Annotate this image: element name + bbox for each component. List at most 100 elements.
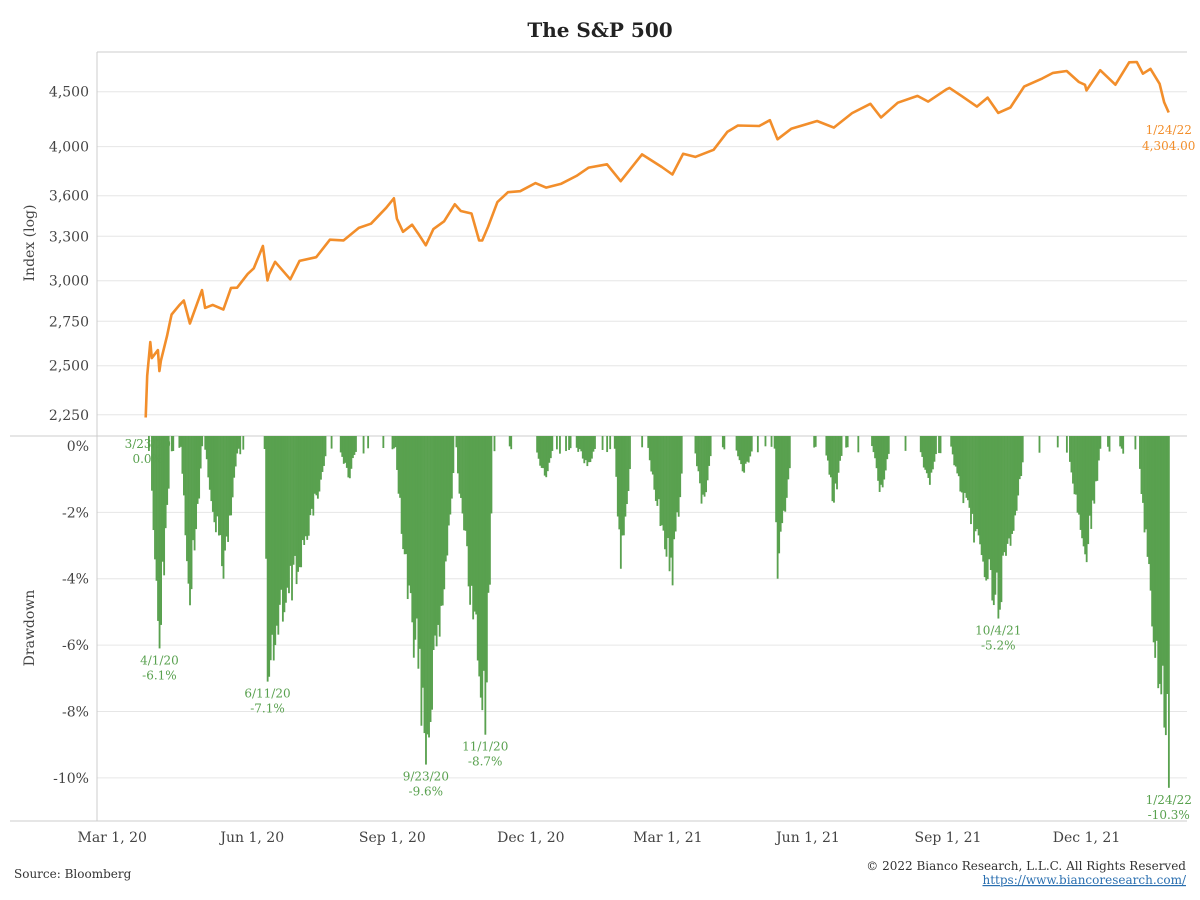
- drawdown-bar: [839, 436, 841, 461]
- drawdown-bar: [1158, 436, 1161, 684]
- drawdown-bar: [306, 436, 309, 540]
- drawdown-bar: [982, 436, 985, 562]
- drawdown-bar: [1122, 436, 1125, 454]
- drawdown-bar: [664, 436, 666, 550]
- drawdown-bar: [747, 436, 750, 463]
- drawdown-bar: [933, 436, 936, 462]
- drawdown-bar: [190, 436, 193, 590]
- drawdown-annotation-date: 1/24/22: [1146, 793, 1192, 807]
- drawdown-bar: [1161, 436, 1164, 666]
- drawdown-bar: [467, 436, 470, 587]
- drawdown-bar: [487, 436, 490, 593]
- drawdown-bar: [196, 436, 199, 504]
- drawdown-bar: [1140, 436, 1143, 494]
- drawdown-bar: [484, 436, 487, 735]
- drawdown-bar: [662, 436, 665, 531]
- drawdown-bar: [974, 436, 977, 532]
- drawdown-bar: [1011, 436, 1013, 534]
- drawdown-bar: [668, 436, 671, 572]
- drawdown-bar: [425, 436, 427, 765]
- price-y-tick-label: 2,250: [49, 408, 89, 424]
- drawdown-bar: [785, 436, 788, 498]
- drawdown-bar: [545, 436, 548, 478]
- drawdown-bar: [367, 436, 370, 449]
- drawdown-bar: [464, 436, 467, 531]
- drawdown-bar: [265, 436, 268, 559]
- drawdown-bar: [569, 436, 572, 449]
- drawdown-bar: [1143, 436, 1146, 533]
- drawdown-bar: [997, 436, 1000, 619]
- drawdown-bar: [1096, 436, 1099, 481]
- drawdown-bar: [330, 436, 333, 449]
- drawdown-bar: [970, 436, 972, 525]
- drawdown-bar: [300, 436, 303, 568]
- drawdown-bar: [313, 436, 316, 494]
- drawdown-bar: [950, 436, 953, 447]
- drawdown-bar: [295, 436, 298, 585]
- drawdown-bar: [1003, 436, 1006, 553]
- drawdown-bar: [1167, 436, 1170, 788]
- drawdown-bar: [973, 436, 975, 543]
- drawdown-bar: [408, 436, 411, 586]
- drawdown-bar: [269, 436, 272, 661]
- drawdown-bar: [362, 436, 365, 454]
- drawdown-bar: [420, 436, 423, 726]
- drawdown-bar: [578, 436, 581, 450]
- drawdown-bar: [723, 436, 726, 450]
- drawdown-bar: [428, 436, 430, 738]
- drawdown-bar: [622, 436, 625, 536]
- drawdown-bar: [659, 436, 662, 527]
- drawdown-bar: [676, 436, 679, 513]
- drawdown-bar: [750, 436, 753, 452]
- drawdown-annotation-date: 4/1/20: [140, 653, 179, 667]
- drawdown-bar: [782, 436, 785, 511]
- drawdown-bar: [441, 436, 444, 606]
- drawdown-bar: [437, 436, 440, 625]
- drawdown-bar: [181, 436, 184, 474]
- website-link[interactable]: https://www.biancoresearch.com/: [982, 873, 1186, 887]
- drawdown-bar: [1160, 436, 1163, 695]
- drawdown-bar: [985, 436, 988, 581]
- drawdown-bar: [963, 436, 966, 493]
- drawdown-bar: [324, 436, 327, 457]
- drawdown-bar: [1079, 436, 1082, 530]
- drawdown-bar: [814, 436, 817, 447]
- drawdown-bar: [930, 436, 933, 473]
- drawdown-bar: [463, 436, 465, 531]
- drawdown-bar: [242, 436, 245, 450]
- drawdown-bar: [1000, 436, 1003, 603]
- drawdown-bar: [1157, 436, 1160, 689]
- drawdown-bar: [674, 436, 677, 532]
- drawdown-bar: [702, 436, 704, 495]
- drawdown-bar: [953, 436, 956, 466]
- drawdown-bar: [163, 436, 166, 576]
- drawdown-bar: [342, 436, 345, 464]
- drawdown-bar: [756, 436, 759, 453]
- drawdown-bar: [155, 436, 158, 581]
- drawdown-bar: [166, 436, 169, 505]
- drawdown-bar: [397, 436, 400, 494]
- drawdown-bar: [629, 436, 631, 470]
- drawdown-bar: [992, 436, 995, 606]
- drawdown-bar: [787, 436, 790, 480]
- x-tick-label: Dec 1, 21: [1053, 830, 1120, 846]
- price-annotation-date: 1/24/22: [1146, 123, 1192, 137]
- drawdown-annotation-value: -9.6%: [409, 785, 444, 799]
- x-tick-label: Mar 1, 20: [77, 830, 146, 846]
- drawdown-bar: [179, 436, 182, 447]
- drawdown-bar: [426, 436, 429, 735]
- drawdown-bar: [307, 436, 310, 536]
- drawdown-bar: [618, 436, 621, 530]
- drawdown-annotation-value: -7.1%: [250, 702, 285, 716]
- drawdown-bar: [746, 436, 749, 462]
- drawdown-bar: [1134, 436, 1137, 450]
- drawdown-bar: [160, 436, 162, 625]
- drawdown-bar: [546, 436, 549, 472]
- drawdown-bar: [667, 436, 669, 539]
- price-y-tick-label: 2,750: [49, 314, 89, 330]
- drawdown-bar: [971, 436, 974, 514]
- drawdown-bar: [231, 436, 234, 498]
- drawdown-bar: [294, 436, 296, 556]
- drawdown-bar: [705, 436, 707, 493]
- drawdown-bar: [415, 436, 418, 619]
